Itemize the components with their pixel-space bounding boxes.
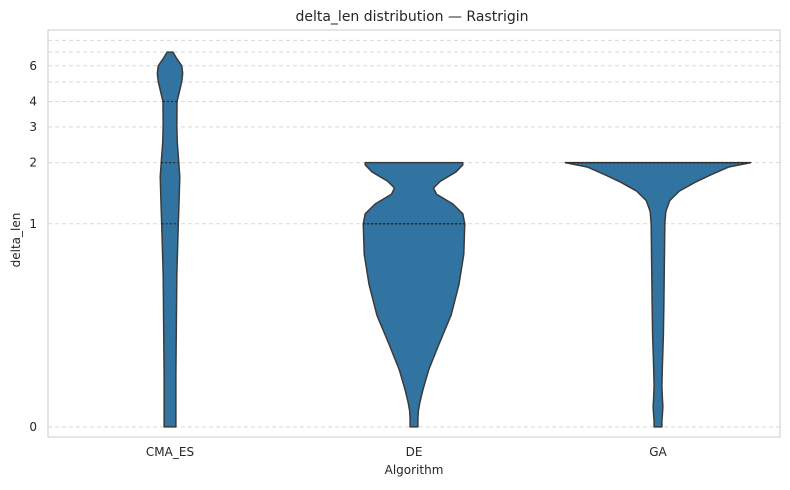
y-tick-label: 2: [29, 156, 37, 170]
x-tick-label: DE: [406, 445, 423, 459]
y-tick-label: 1: [29, 217, 37, 231]
plot-frame: [47, 29, 781, 438]
y-tick-label: 4: [29, 95, 37, 109]
y-tick-label: 0: [29, 420, 37, 434]
y-tick-label: 3: [29, 120, 37, 134]
tick-labels: 0 1 2 3 4 6 CMA_ES DE GA: [29, 59, 667, 459]
violin-cma-es: [156, 51, 184, 428]
chart-title: delta_len distribution — Rastrigin: [295, 9, 528, 25]
x-tick-label: CMA_ES: [146, 445, 194, 459]
x-axis-label: Algorithm: [385, 463, 444, 477]
x-tick-label: GA: [649, 445, 667, 459]
violin-de: [362, 161, 466, 428]
y-axis-label: delta_len: [9, 213, 23, 268]
y-tick-label: 6: [29, 59, 37, 73]
violins: [156, 51, 752, 428]
